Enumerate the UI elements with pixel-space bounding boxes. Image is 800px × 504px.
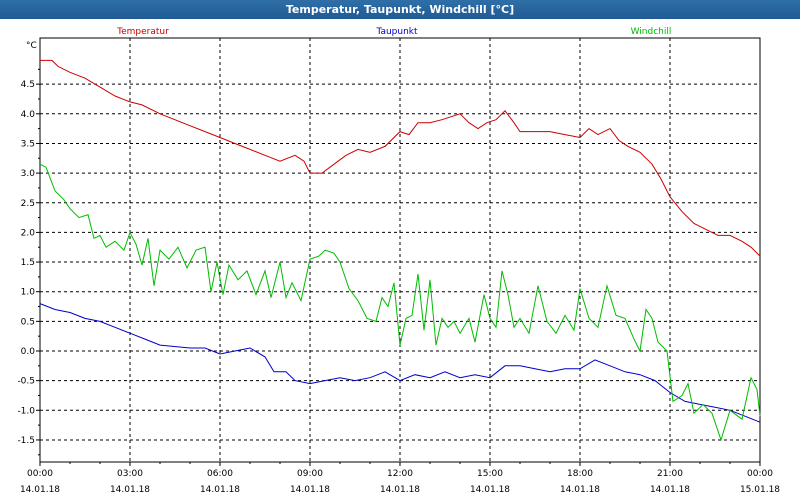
x-tick-date-label: 14.01.18 bbox=[110, 485, 150, 495]
y-tick-label: 1.0 bbox=[21, 288, 36, 298]
x-tick-time-label: 03:00 bbox=[117, 469, 143, 479]
y-tick-label: 4.5 bbox=[21, 80, 35, 90]
x-tick-time-label: 18:00 bbox=[567, 469, 593, 479]
legend-taupunkt: Taupunkt bbox=[375, 27, 418, 37]
series-line-temperatur bbox=[40, 59, 761, 257]
x-tick-time-label: 09:00 bbox=[297, 469, 323, 479]
x-tick-time-label: 15:00 bbox=[477, 469, 503, 479]
y-tick-label: -1.0 bbox=[17, 406, 35, 416]
x-tick-date-label: 14.01.18 bbox=[200, 485, 240, 495]
x-tick-date-label: 14.01.18 bbox=[470, 485, 510, 495]
x-tick-time-label: 00:00 bbox=[747, 469, 773, 479]
x-tick-time-label: 12:00 bbox=[387, 469, 413, 479]
y-tick-label: -0.5 bbox=[17, 377, 35, 387]
y-unit-label: °C bbox=[26, 41, 37, 51]
y-tick-label: 3.0 bbox=[21, 169, 36, 179]
y-tick-label: 1.5 bbox=[21, 258, 35, 268]
line-chart: 4.5 4.0 3.5 3.0 2.5 2.0 1.5 1.0 0.5 0.0 -0.5 -1.0 -1… bbox=[17, 27, 780, 495]
y-tick-label: 2.0 bbox=[21, 228, 36, 238]
y-tick-label: 0.5 bbox=[21, 317, 35, 327]
x-tick-date-label: 14.01.18 bbox=[290, 485, 330, 495]
x-tick-date-label: 14.01.18 bbox=[380, 485, 420, 495]
x-tick-date-label: 14.01.18 bbox=[650, 485, 690, 495]
y-tick-label: 0.0 bbox=[21, 347, 36, 357]
legend-windchill: Windchill bbox=[631, 27, 672, 37]
x-tick-time-label: 06:00 bbox=[207, 469, 233, 479]
x-tick-time-label: 21:00 bbox=[657, 469, 683, 479]
series-line-windchill bbox=[39, 163, 761, 442]
y-tick-label: 2.5 bbox=[21, 199, 35, 209]
x-tick-date-label: 14.01.18 bbox=[560, 485, 600, 495]
y-tick-label: -1.5 bbox=[17, 436, 35, 446]
x-tick-date-label: 14.01.18 bbox=[20, 485, 60, 495]
series-line-taupunkt bbox=[39, 303, 761, 423]
x-tick-time-label: 00:00 bbox=[27, 469, 53, 479]
x-tick-date-label: 15.01.18 bbox=[740, 485, 780, 495]
legend-temperatur: Temperatur bbox=[116, 27, 169, 37]
y-tick-label: 4.0 bbox=[21, 110, 36, 120]
y-tick-label: 3.5 bbox=[21, 139, 35, 149]
chart-area: 4.5 4.0 3.5 3.0 2.5 2.0 1.5 1.0 0.5 0.0 -0.5 -1.0 -1… bbox=[0, 19, 800, 500]
chart-title: Temperatur, Taupunkt, Windchill [°C] bbox=[0, 0, 800, 19]
